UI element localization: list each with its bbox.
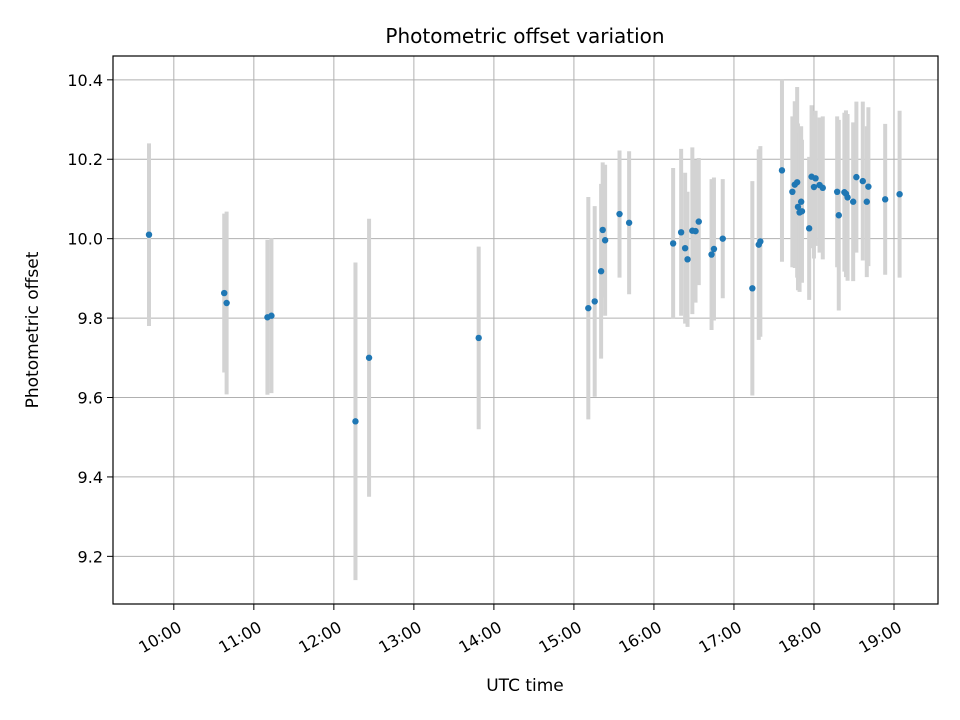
data-point — [710, 245, 718, 253]
data-point — [597, 268, 605, 275]
data-point — [669, 240, 677, 247]
data-point — [805, 225, 813, 232]
y-tick-label: 9.8 — [78, 309, 103, 328]
data-point — [794, 203, 802, 211]
y-tick-label: 10.4 — [67, 71, 103, 90]
data-point — [853, 173, 860, 181]
data-point — [684, 256, 691, 263]
y-tick-label: 9.6 — [78, 389, 103, 408]
chart-title: Photometric offset variation — [385, 24, 664, 48]
data-point — [833, 188, 841, 196]
data-point — [708, 251, 715, 258]
data-point — [601, 237, 609, 244]
data-point — [591, 298, 598, 305]
data-point — [585, 304, 592, 312]
data-point — [859, 177, 866, 185]
data-point — [849, 198, 857, 205]
data-point — [677, 229, 685, 236]
data-point — [896, 190, 903, 198]
data-point — [798, 208, 806, 215]
data-point — [695, 218, 702, 225]
data-point — [719, 235, 726, 242]
data-point — [819, 184, 826, 192]
data-point — [749, 285, 756, 292]
x-axis-label: UTC time — [486, 676, 564, 696]
data-point — [365, 354, 373, 361]
data-point — [863, 198, 870, 205]
data-points — [145, 167, 903, 425]
data-point — [812, 175, 819, 182]
data-point — [599, 226, 606, 234]
data-point — [757, 238, 764, 245]
y-tick-label: 9.2 — [78, 547, 103, 566]
data-point — [145, 231, 153, 238]
axes-frame — [112, 55, 939, 605]
data-point — [223, 299, 230, 307]
y-tick-label: 10.0 — [67, 230, 103, 249]
y-axis-label: Photometric offset — [23, 251, 43, 408]
data-point — [681, 244, 689, 252]
data-point — [475, 334, 482, 342]
data-point — [844, 194, 851, 201]
data-point — [810, 183, 818, 191]
data-point — [793, 179, 801, 186]
data-point — [221, 289, 228, 297]
data-point — [789, 188, 796, 196]
data-point — [835, 212, 842, 219]
data-point — [352, 418, 359, 425]
y-axis-ticks: 9.2 9.4 9.6 9.8 10.0 10.2 10.4 — [67, 71, 113, 566]
data-point — [797, 198, 805, 205]
data-point — [778, 167, 786, 174]
data-point — [692, 227, 699, 235]
data-point — [616, 210, 623, 218]
data-point — [865, 183, 872, 190]
data-point — [625, 219, 633, 226]
y-tick-label: 9.4 — [78, 468, 103, 487]
data-point — [268, 312, 275, 319]
y-tick-label: 10.2 — [67, 150, 103, 169]
data-point — [881, 196, 889, 203]
